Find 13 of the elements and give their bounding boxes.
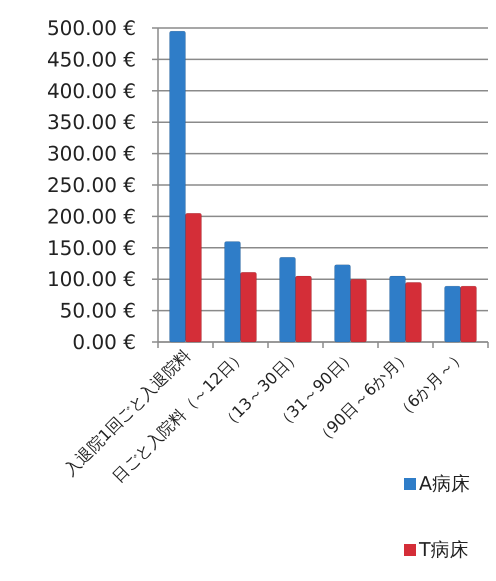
ytick: 50.00 €	[60, 298, 136, 323]
ytick: 400.00 €	[46, 78, 136, 103]
ytick: 0.00 €	[72, 330, 136, 354]
legend-label: A病床	[419, 473, 470, 495]
ytick: 150.00 €	[46, 236, 136, 260]
legend-label: T病床	[419, 539, 469, 561]
ytick: 500.00 €	[46, 16, 136, 40]
ytick: 300.00 €	[46, 142, 136, 166]
ytick: 350.00 €	[46, 110, 136, 134]
ytick: 100.00 €	[46, 267, 136, 292]
ytick: 450.00 €	[46, 47, 136, 72]
ytick: 200.00 €	[46, 204, 136, 228]
ytick: 250.00 €	[46, 173, 136, 197]
